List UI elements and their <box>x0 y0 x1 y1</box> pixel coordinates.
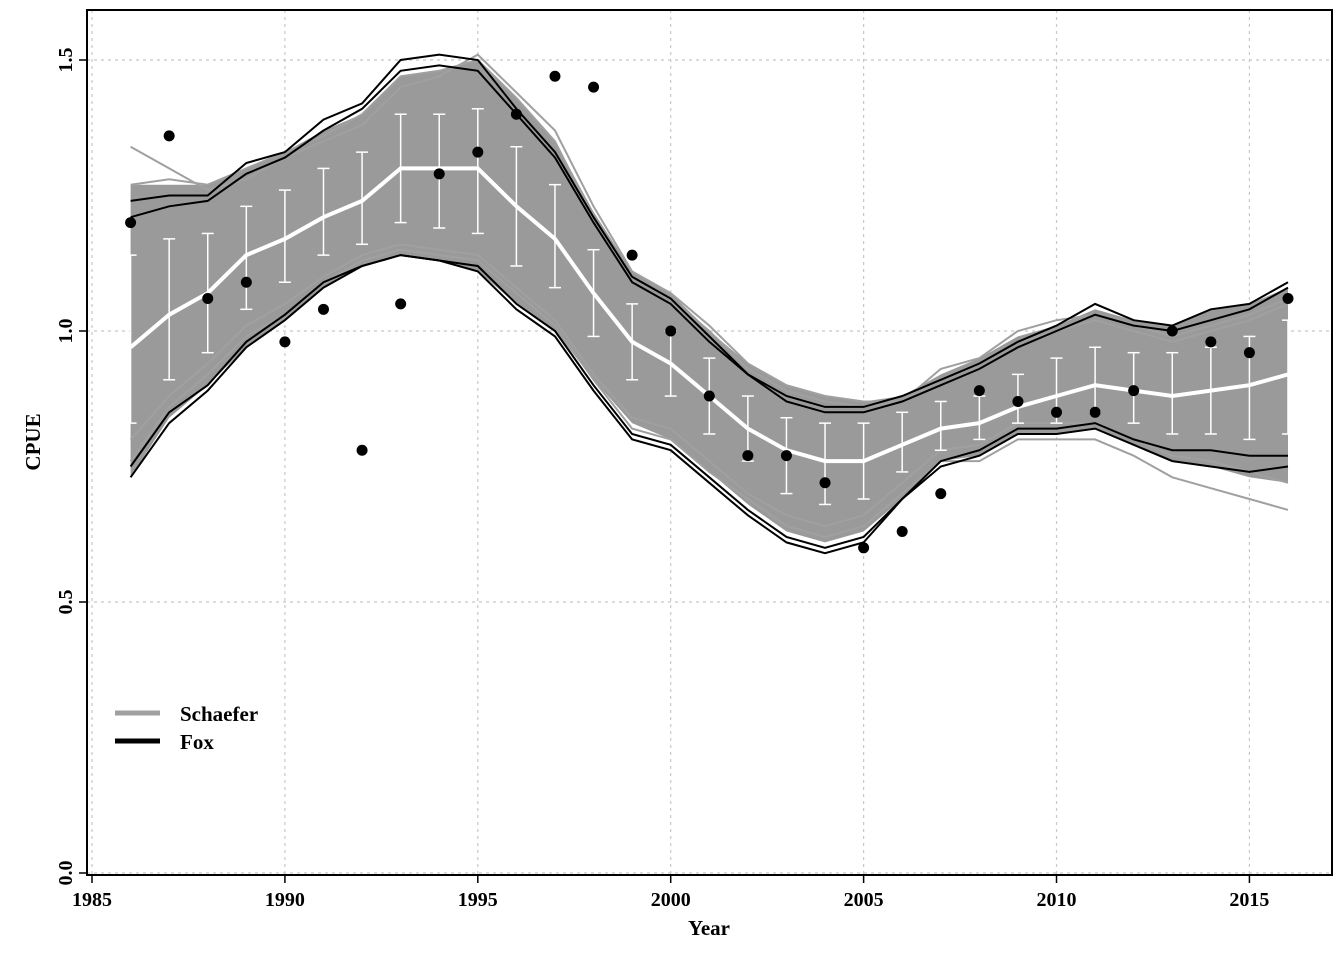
envelope-area <box>130 60 1289 543</box>
x-axis-title: Year <box>688 916 730 940</box>
series-line-fox <box>130 64 1289 414</box>
observed-point <box>1012 395 1024 407</box>
x-tick-label: 2000 <box>651 889 691 911</box>
observed-point <box>1166 325 1178 337</box>
observed-points <box>125 70 1294 554</box>
observed-point <box>973 385 985 397</box>
observed-point <box>433 168 445 180</box>
series-line-schaefer <box>130 58 1289 408</box>
observed-point <box>858 542 870 554</box>
observed-point <box>317 303 329 315</box>
observed-point <box>549 70 561 82</box>
plot-frame <box>86 9 1333 876</box>
observed-point <box>125 217 137 229</box>
series-line-fox <box>129 254 1288 555</box>
legend-label-fox: Fox <box>180 730 214 754</box>
observed-point <box>472 146 484 158</box>
series-line-fox <box>130 53 1289 408</box>
x-tick-label: 2015 <box>1229 889 1269 911</box>
observed-point <box>395 298 407 310</box>
model-lines <box>129 53 1289 555</box>
observed-point <box>1243 347 1255 359</box>
observed-point <box>935 488 947 500</box>
y-tick-label: 0.0 <box>55 861 77 886</box>
observed-point <box>1282 292 1294 304</box>
observed-point <box>240 276 252 288</box>
y-tick-label: 0.5 <box>55 590 77 615</box>
legend-label-schaefer: Schaefer <box>180 702 258 726</box>
series-line-fox <box>129 254 1289 549</box>
observed-point <box>163 130 175 142</box>
y-axis: 0.0 0.5 1.0 1.5 <box>55 48 87 886</box>
interval-bars <box>124 108 1294 506</box>
observed-point <box>742 450 754 462</box>
observed-point <box>588 81 600 93</box>
observed-point <box>703 390 715 402</box>
observed-point <box>510 108 522 120</box>
legend: Schaefer Fox <box>115 702 258 754</box>
observed-point <box>1089 406 1101 418</box>
observed-point <box>202 292 214 304</box>
observed-point <box>819 477 831 489</box>
y-axis-title: CPUE <box>21 413 45 470</box>
y-tick-label: 1.0 <box>55 319 77 344</box>
x-tick-label: 1990 <box>265 889 305 911</box>
envelope-band <box>130 60 1289 543</box>
x-axis: 1985 1990 1995 2000 2005 2010 2015 <box>72 875 1269 911</box>
x-tick-label: 1995 <box>458 889 498 911</box>
observed-point <box>626 249 638 261</box>
x-tick-label: 2005 <box>844 889 884 911</box>
observed-point <box>1205 336 1217 348</box>
observed-point <box>1128 385 1140 397</box>
observed-point <box>1051 406 1063 418</box>
y-tick-label: 1.5 <box>55 48 77 73</box>
x-tick-label: 1985 <box>72 889 112 911</box>
observed-point <box>780 450 792 462</box>
observed-point <box>279 336 291 348</box>
x-tick-label: 2010 <box>1037 889 1077 911</box>
observed-point <box>356 444 368 456</box>
observed-point <box>665 325 677 337</box>
observed-point <box>896 526 908 538</box>
